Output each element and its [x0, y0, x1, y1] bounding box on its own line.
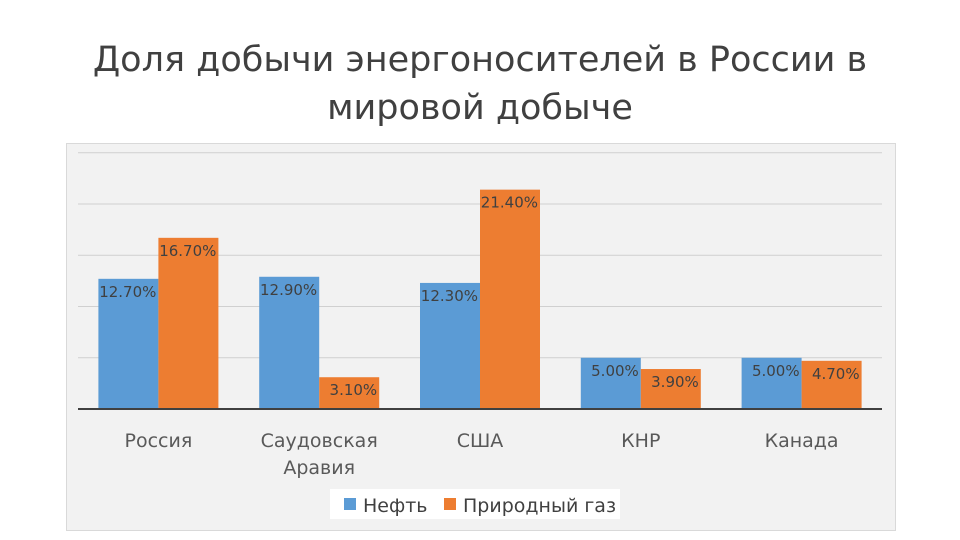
bar-gas [319, 377, 380, 409]
bar-oil [580, 357, 641, 409]
x-tick-label: КНР [621, 430, 660, 452]
data-label: 3.10% [330, 381, 378, 399]
legend-swatch [444, 498, 456, 510]
bar-oil [420, 282, 480, 409]
legend-background [330, 489, 620, 519]
x-tick-label: Аравия [283, 457, 355, 479]
data-label: 4.70% [812, 365, 860, 383]
bar-gas [158, 237, 219, 409]
bar-oil [741, 357, 802, 409]
legend-swatch [344, 498, 356, 510]
bar-gas [801, 360, 862, 409]
x-tick-label: США [457, 430, 504, 452]
bar-oil [98, 278, 159, 409]
x-tick-label: Саудовская [261, 430, 378, 452]
data-label: 12.70% [99, 283, 156, 301]
data-label: 21.40% [481, 194, 538, 212]
data-label: 16.70% [159, 242, 216, 260]
bar-oil [259, 276, 320, 409]
chart-title: Доля добычи энергоносителей в России в м… [0, 36, 960, 132]
data-label: 3.90% [651, 373, 699, 391]
legend-label: Нефть [363, 495, 428, 517]
chart-title-line-1: Доля добычи энергоносителей в России в [92, 40, 868, 80]
x-tick-label: Россия [125, 430, 193, 452]
data-label: 12.90% [260, 281, 317, 299]
bar-gas [480, 189, 540, 409]
bar-gas [640, 369, 701, 409]
data-label: 5.00% [591, 362, 639, 380]
chart-title-line-2: мировой добыче [327, 88, 633, 128]
x-tick-label: Канада [765, 430, 839, 452]
legend-label: Природный газ [463, 495, 616, 517]
data-label: 5.00% [752, 362, 800, 380]
data-label: 12.30% [421, 287, 478, 305]
